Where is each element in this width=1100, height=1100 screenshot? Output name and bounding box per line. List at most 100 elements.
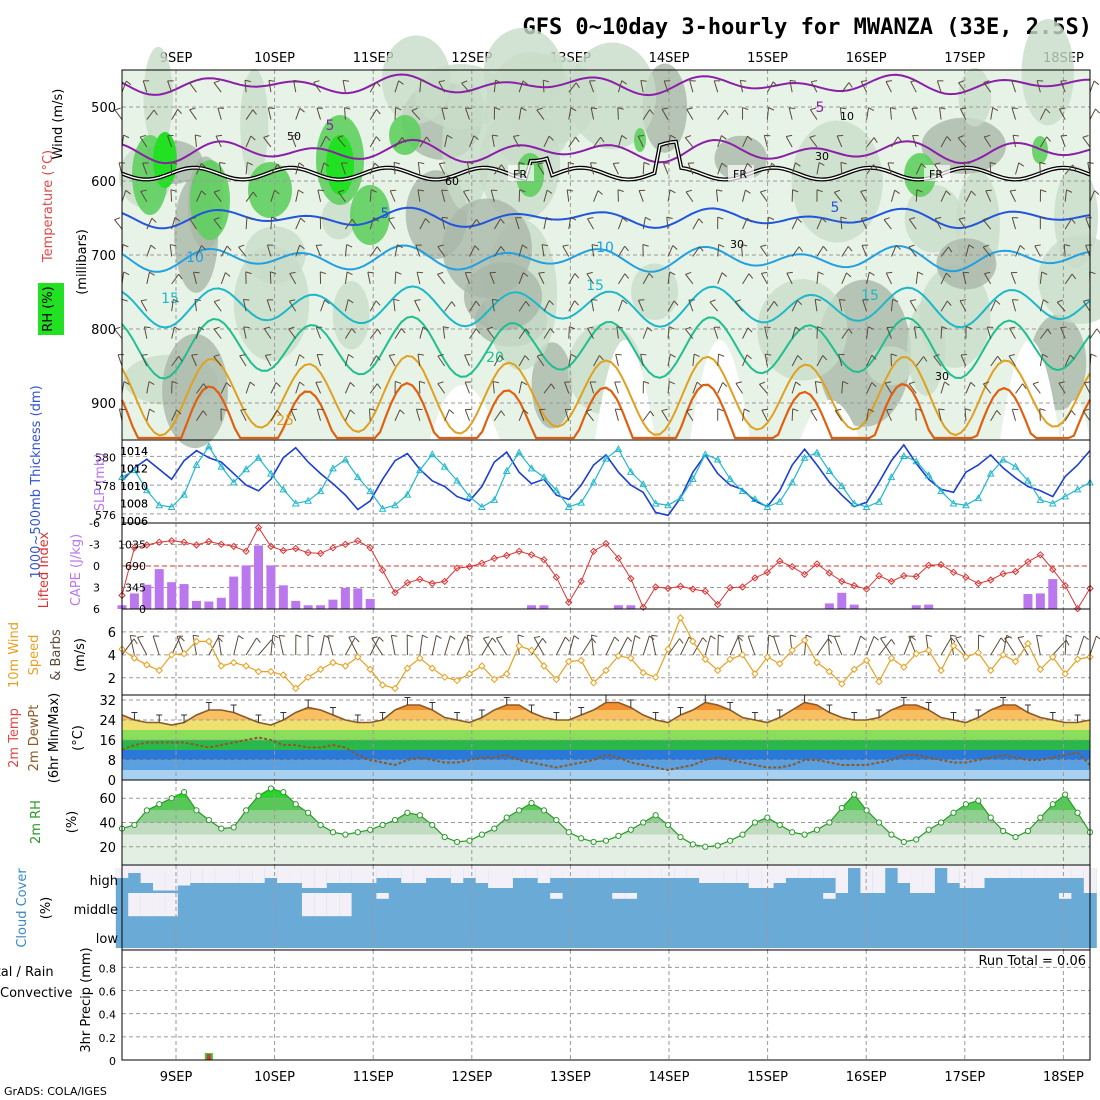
wind-barb: [295, 634, 302, 656]
wind-barb: [791, 408, 799, 421]
rh-marker: [937, 819, 945, 826]
precip-total-legend: Total / Rain: [0, 965, 54, 980]
rh-marker: [627, 826, 634, 833]
wind-speed-marker: [180, 649, 188, 658]
cape-bar: [353, 588, 363, 609]
wind-barb: [493, 355, 505, 367]
wind-barb: [193, 271, 200, 284]
cloud-cover-bar: [624, 893, 638, 899]
precip-convective-legend: Convective: [0, 986, 73, 1001]
cloud-cell: [512, 922, 526, 948]
wind-barb: [684, 135, 694, 148]
slp-marker: [763, 502, 772, 510]
wind-speed-marker: [465, 670, 474, 678]
rh-shade: [904, 184, 963, 253]
cloud-cell: [525, 922, 539, 948]
cape-bar: [154, 569, 164, 609]
rh-marker: [565, 829, 572, 836]
wind-speed-marker: [738, 651, 747, 659]
cloud-cell: [314, 922, 328, 948]
precip-tick-label: 0.2: [99, 1032, 117, 1045]
cloud-cover-bar: [922, 868, 936, 893]
slp-marker: [527, 464, 536, 472]
lifted-index-marker: [614, 554, 623, 563]
wind-barb: [152, 635, 160, 656]
wind-barb: [1064, 410, 1076, 422]
wind-barb: [456, 636, 470, 656]
cloud-cover-bar: [537, 868, 551, 883]
wind-barb: [295, 244, 305, 257]
wind-barb: [1060, 80, 1067, 93]
wind-barb: [143, 326, 151, 339]
cloud-cover-bar: [153, 893, 167, 917]
rh-band: [122, 788, 1090, 799]
wind-barb: [317, 189, 324, 202]
precip-tick-label: 0: [109, 1055, 116, 1068]
slp-marker: [205, 442, 213, 450]
wind-barb: [742, 189, 751, 202]
wind-barb: [959, 299, 967, 312]
slp-axis-label: SLP (mb): [93, 453, 108, 512]
wind-barb: [369, 246, 382, 257]
wind-barb: [482, 636, 495, 656]
wind-barb: [533, 635, 545, 656]
wind-barb: [766, 81, 778, 93]
wind-barb: [816, 189, 823, 202]
rh-moist-area: [190, 160, 230, 240]
wind-barb: [740, 244, 748, 257]
cloud-cover-bar: [1071, 868, 1085, 878]
wind-barb: [464, 381, 472, 394]
wind-barb: [890, 189, 900, 202]
wind-barb: [171, 298, 179, 312]
wind-barb: [416, 271, 424, 284]
rh-marker: [751, 819, 759, 826]
cloud-cell: [624, 893, 638, 922]
wind-barb: [340, 162, 348, 175]
wind-barb: [493, 246, 505, 257]
cloud-cell: [140, 922, 154, 948]
cloud-cell: [599, 893, 613, 922]
isotherm-line: [121, 244, 1091, 273]
cloud-cell: [488, 922, 502, 948]
cloud-cover-panel: high middle low Cloud Cover (%): [15, 864, 1097, 951]
cloud-level-label: high: [90, 874, 118, 889]
wind-barb: [542, 79, 550, 93]
wind-barb: [268, 79, 275, 93]
cape-bar: [849, 604, 859, 609]
lifted-index-marker: [1061, 581, 1069, 590]
lifted-index-marker: [378, 566, 387, 574]
wind-barb: [266, 244, 274, 257]
isotherm-line: [121, 354, 1091, 437]
cape-bar: [837, 592, 847, 609]
cloud-cell: [202, 893, 216, 922]
wind-barb: [213, 217, 222, 230]
slp-marker: [788, 478, 796, 486]
cloud-cell: [848, 922, 862, 948]
lifted-index-marker: [664, 584, 672, 593]
cloud-cell: [351, 893, 365, 922]
wind-barb: [617, 245, 629, 257]
wind-speed-marker: [304, 673, 312, 681]
slp-marker: [254, 453, 263, 461]
cloud-cover-bar: [165, 893, 179, 917]
rh-marker: [391, 816, 399, 824]
wind-barb: [415, 244, 422, 257]
cloud-cell: [413, 922, 427, 948]
wind-speed-marker: [242, 662, 250, 670]
cloud-cell: [723, 893, 737, 922]
cloud-cover-bar: [761, 868, 775, 888]
cloud-cell: [835, 893, 849, 922]
wind-barb: [630, 635, 641, 656]
wind-barb: [461, 80, 470, 93]
rh-shade: [568, 42, 657, 150]
precip-frame: [121, 949, 1091, 1061]
lifted-index-marker: [552, 573, 561, 581]
dewpoint-line: [121, 736, 1091, 772]
wind-barb: [839, 107, 847, 120]
rh-unit-label: (%): [65, 811, 80, 834]
wind-barb: [959, 107, 967, 120]
lifted-index-marker: [751, 574, 759, 582]
wind-barb: [908, 217, 917, 230]
wind-barb: [518, 189, 526, 202]
wind-barb: [369, 162, 380, 175]
